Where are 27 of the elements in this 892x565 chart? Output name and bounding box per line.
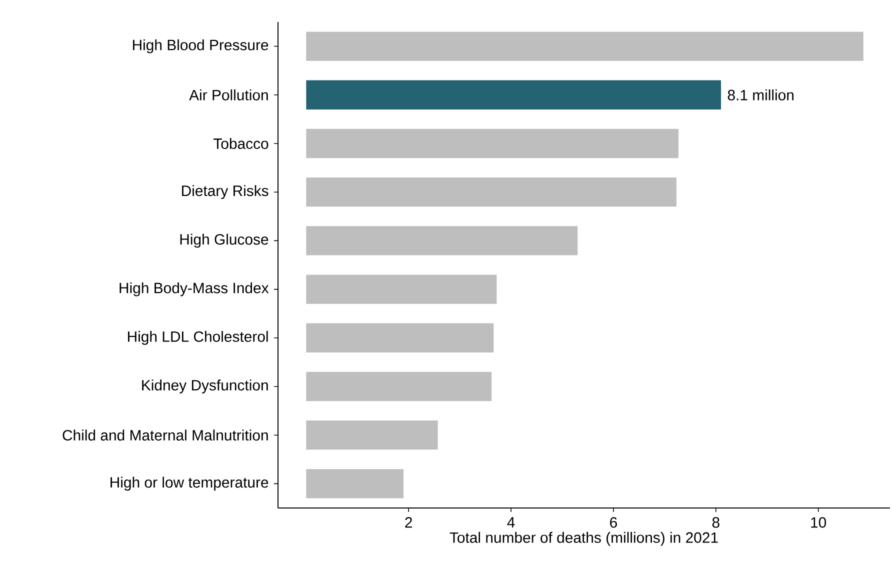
y-tick-label: High LDL Cholesterol: [128, 330, 268, 345]
bar: [306, 372, 492, 402]
bar: [306, 226, 578, 256]
x-tick-label: 8: [712, 517, 720, 528]
x-tick-label: 4: [507, 517, 515, 528]
x-tick-label: 2: [405, 517, 412, 528]
bar: [306, 128, 678, 158]
bar: [306, 32, 864, 61]
y-tick-label: Air Pollution: [189, 89, 268, 100]
x-tick-label: 6: [610, 517, 617, 528]
bar: [306, 274, 497, 304]
x-tick-label: 10: [811, 517, 826, 528]
bar: [306, 469, 404, 498]
bar: [306, 323, 494, 352]
y-tick-label: Kidney Dysfunction: [142, 380, 268, 394]
y-tick-label: High or low temperature: [110, 476, 268, 491]
bar: [306, 80, 721, 110]
y-tick-label: Dietary Risks: [182, 185, 268, 200]
y-tick-label: High Blood Pressure: [132, 39, 268, 54]
y-tick-label: High Body-Mass Index: [120, 282, 269, 296]
y-tick-label: High Glucose: [180, 234, 268, 248]
data-label: 8.1 million: [728, 89, 794, 100]
y-tick-label: Tobacco: [213, 138, 268, 149]
y-tick-label: Child and Maternal Malnutrition: [62, 430, 268, 441]
bar: [306, 178, 676, 207]
bar: [306, 420, 438, 450]
x-axis-title: Total number of deaths (millions) in 2021: [450, 532, 718, 546]
